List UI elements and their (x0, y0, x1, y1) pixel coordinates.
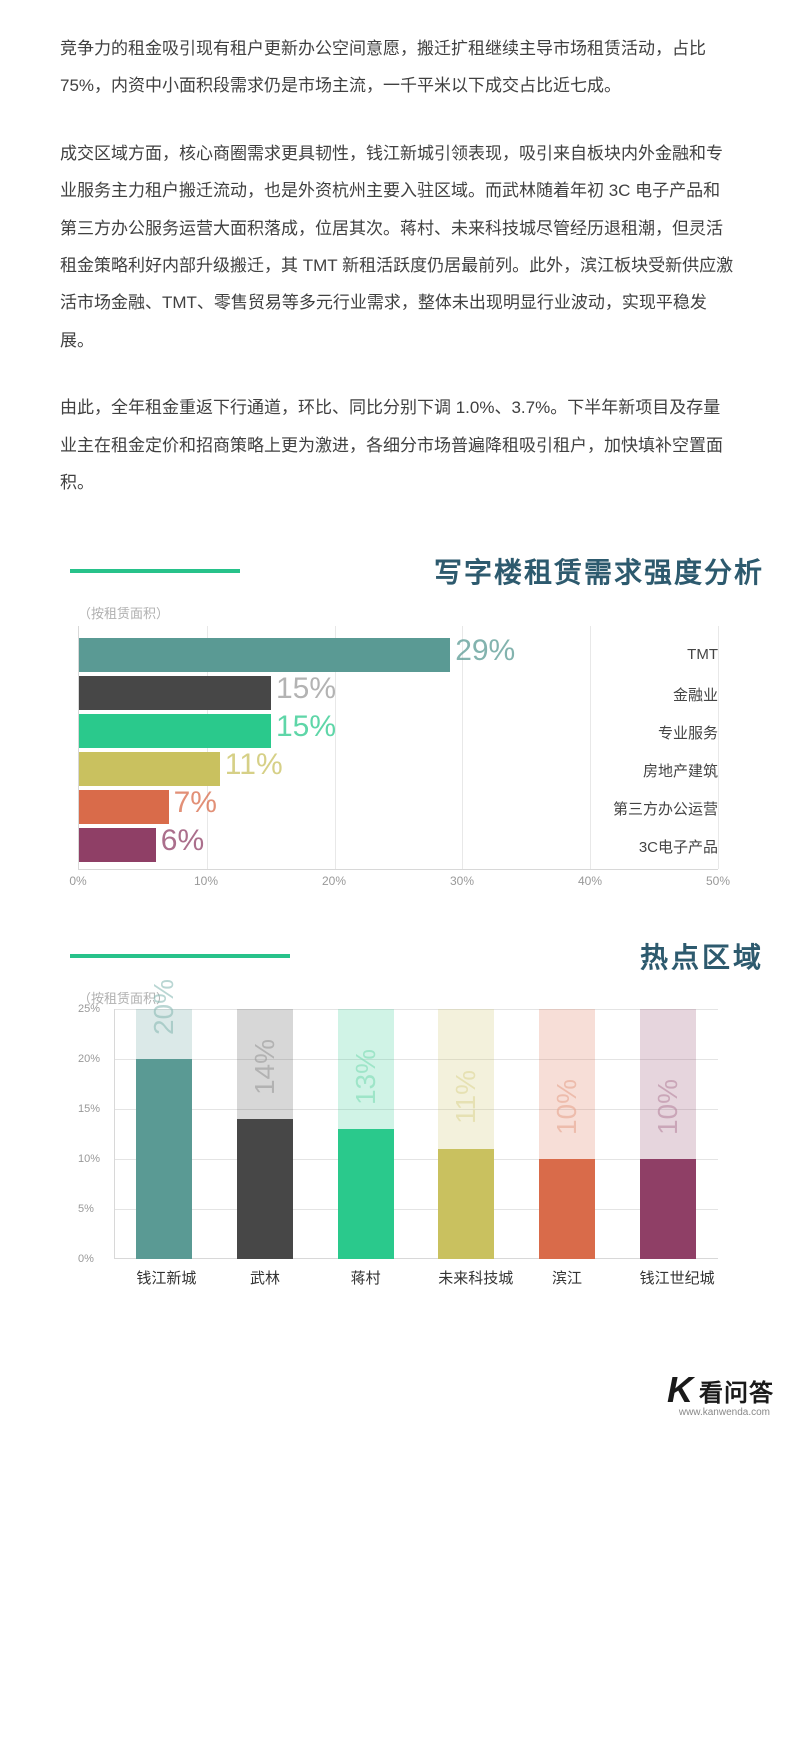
chart2-column: 10% (539, 1009, 595, 1259)
paragraph-2: 成交区域方面，核心商圈需求更具韧性，钱江新城引领表现，吸引来自板块内外金融和专业… (60, 135, 734, 359)
chart1-bar (79, 752, 220, 786)
chart2-bar-value: 14% (249, 1039, 281, 1095)
chart1-bar-label: 专业服务 (658, 722, 718, 743)
chart1-xtick: 50% (706, 874, 730, 888)
page-footer: K 看问答 www.kanwenda.com (0, 1359, 794, 1431)
footer-brand: 看问答 (699, 1373, 774, 1408)
chart2-bar-value: 11% (450, 1070, 482, 1124)
chart1-bar-label: TMT (687, 646, 718, 663)
chart2-bar-value: 20% (148, 979, 180, 1035)
chart1-bar-label: 金融业 (673, 684, 718, 705)
chart2-column: 14% (237, 1009, 293, 1259)
chart1-bar-label: 第三方办公运营 (613, 798, 718, 819)
chart2-bar (136, 1059, 192, 1259)
chart1-bar-value: 7% (174, 786, 217, 820)
demand-intensity-chart: 写字楼租赁需求强度分析 （按租赁面积） 29%TMT15%金融业15%专业服务1… (60, 551, 764, 896)
hotspot-region-chart: 热点区域 （按租赁面积） 0% 5% 10% 15% 20% 25% 20% 14% 13% 1… (60, 936, 764, 1299)
chart1-bar (79, 638, 450, 672)
chart1-xtick: 10% (194, 874, 218, 888)
chart2-x-label: 滨江 (539, 1267, 595, 1288)
chart1-xtick: 40% (578, 874, 602, 888)
chart1-bar-value: 11% (225, 748, 283, 782)
chart2-bar-value: 13% (350, 1049, 382, 1105)
chart2-column: 11% (438, 1009, 494, 1259)
chart2-ytick: 25% (78, 1003, 100, 1015)
chart2-x-label: 钱江世纪城 (640, 1267, 696, 1288)
chart2-x-label: 蒋村 (338, 1267, 394, 1288)
chart1-row: 29%TMT (78, 638, 718, 672)
chart1-bar-value: 29% (455, 634, 515, 668)
chart2-bar (438, 1149, 494, 1259)
chart1-accent-rule (70, 569, 240, 573)
footer-logo-icon: K (667, 1369, 689, 1411)
chart1-subtitle: （按租赁面积） (78, 603, 764, 622)
chart2-bar-value: 10% (652, 1079, 684, 1135)
chart1-row: 11%房地产建筑 (78, 752, 718, 786)
chart2-x-labels: 钱江新城 武林 蒋村 未来科技城 滨江 钱江世纪城 (114, 1267, 718, 1288)
chart1-bar (79, 828, 156, 862)
chart1-bar-value: 15% (276, 672, 336, 706)
chart1-bar (79, 714, 271, 748)
chart2-ytick: 10% (78, 1153, 100, 1165)
chart1-bar (79, 790, 169, 824)
chart1-bar-value: 6% (161, 824, 204, 858)
chart1-xtick: 30% (450, 874, 474, 888)
chart1-gridline (718, 626, 719, 869)
chart1-title: 写字楼租赁需求强度分析 (434, 551, 764, 591)
chart1-row: 6%3C电子产品 (78, 828, 718, 862)
chart2-ytick: 15% (78, 1103, 100, 1115)
chart1-row: 7%第三方办公运营 (78, 790, 718, 824)
chart2-bar (338, 1129, 394, 1259)
chart1-row: 15%金融业 (78, 676, 718, 710)
chart2-plot-area: 0%5%10%15%20%25% 20%14%13%11%10%10% 钱江新城… (78, 1009, 718, 1299)
chart1-xtick: 20% (322, 874, 346, 888)
chart1-row: 15%专业服务 (78, 714, 718, 748)
chart2-bar-value: 10% (551, 1079, 583, 1135)
chart2-column: 10% (640, 1009, 696, 1259)
chart2-x-label: 未来科技城 (438, 1267, 494, 1288)
chart1-xtick: 0% (69, 874, 86, 888)
chart2-ytick: 5% (78, 1203, 94, 1215)
chart1-bar-value: 15% (276, 710, 336, 744)
chart2-title: 热点区域 (640, 936, 764, 976)
chart1-bar (79, 676, 271, 710)
chart2-column: 13% (338, 1009, 394, 1259)
article-body: 竞争力的租金吸引现有租户更新办公空间意愿，搬迁扩租继续主导市场租赁活动，占比 7… (0, 0, 794, 541)
chart2-bar (237, 1119, 293, 1259)
paragraph-1: 竞争力的租金吸引现有租户更新办公空间意愿，搬迁扩租继续主导市场租赁活动，占比 7… (60, 30, 734, 105)
chart1-bar-label: 3C电子产品 (639, 836, 718, 857)
chart2-accent-rule (70, 954, 290, 958)
chart2-x-label: 武林 (237, 1267, 293, 1288)
chart1-plot-area: 29%TMT15%金融业15%专业服务11%房地产建筑7%第三方办公运营6%3C… (78, 626, 718, 896)
paragraph-3: 由此，全年租金重返下行通道，环比、同比分别下调 1.0%、3.7%。下半年新项目… (60, 389, 734, 501)
chart2-bar (539, 1159, 595, 1259)
chart2-bars: 20% 14% 13% 11% 10% 10% (114, 1009, 718, 1259)
chart2-x-label: 钱江新城 (136, 1267, 192, 1288)
chart1-bars: 29%TMT15%金融业15%专业服务11%房地产建筑7%第三方办公运营6%3C… (78, 638, 718, 866)
chart2-ytick: 20% (78, 1053, 100, 1065)
chart2-bar (640, 1159, 696, 1259)
footer-url: www.kanwenda.com (679, 1407, 770, 1418)
chart2-column: 20% (136, 1009, 192, 1259)
chart2-ytick: 0% (78, 1253, 94, 1265)
chart1-bar-label: 房地产建筑 (643, 760, 718, 781)
chart2-subtitle: （按租赁面积） (78, 988, 764, 1007)
